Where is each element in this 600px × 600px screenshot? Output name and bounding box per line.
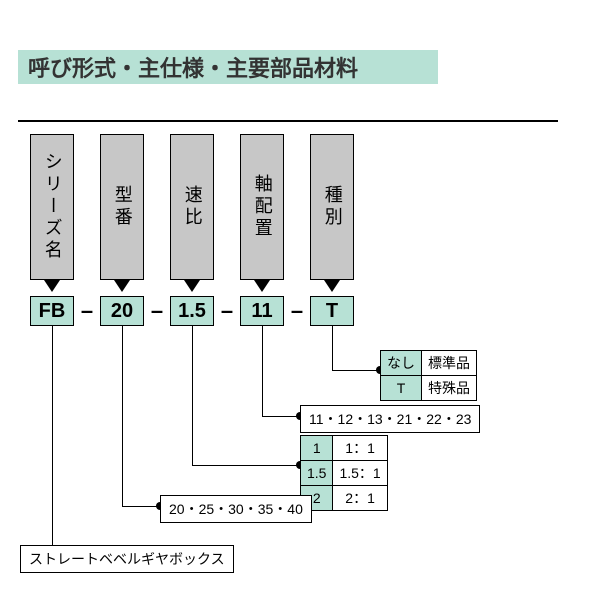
col-header-0: シリーズ名 [30, 134, 74, 280]
dash-1: – [148, 296, 166, 326]
col-header-3: 軸配置 [240, 134, 284, 280]
leader-h-4 [262, 416, 300, 417]
top-rule [18, 120, 558, 122]
legend-shaft-text: 11・12・13・21・22・23 [300, 405, 480, 433]
leader-v-3 [192, 326, 193, 465]
section-title: 呼び形式・主仕様・主要部品材料 [18, 50, 438, 84]
col-triangle-1 [114, 280, 130, 292]
col-triangle-4 [324, 280, 340, 292]
legend-series-text: ストレートベベルギヤボックス [20, 545, 234, 573]
leader-v-1 [52, 326, 53, 556]
legend-model: 20・25・30・35・40 [160, 495, 312, 523]
col-triangle-3 [254, 280, 270, 292]
col-header-2: 速比 [170, 134, 214, 280]
section-title-text: 呼び形式・主仕様・主要部品材料 [28, 51, 358, 83]
leader-v-2 [122, 326, 123, 506]
leader-v-5 [332, 326, 333, 370]
leader-h-2 [122, 506, 160, 507]
col-triangle-0 [44, 280, 60, 292]
legend-ratio: 11：11.51.5：122：1 [300, 435, 388, 511]
legend-series: ストレートベベルギヤボックス [20, 545, 234, 573]
col-triangle-2 [184, 280, 200, 292]
legend-model-text: 20・25・30・35・40 [160, 495, 312, 523]
code-box-3: 11 [240, 296, 284, 326]
col-header-1: 型番 [100, 134, 144, 280]
code-box-0: FB [30, 296, 74, 326]
leader-v-4 [262, 326, 263, 416]
dash-0: – [78, 296, 96, 326]
legend-type: なし標準品T特殊品 [380, 350, 477, 401]
code-box-4: T [310, 296, 354, 326]
col-header-4: 種別 [310, 134, 354, 280]
code-box-1: 20 [100, 296, 144, 326]
legend-shaft: 11・12・13・21・22・23 [300, 405, 480, 433]
dash-2: – [218, 296, 236, 326]
leader-h-5 [332, 370, 380, 371]
code-box-2: 1.5 [170, 296, 214, 326]
dash-3: – [288, 296, 306, 326]
leader-h-3 [192, 465, 300, 466]
